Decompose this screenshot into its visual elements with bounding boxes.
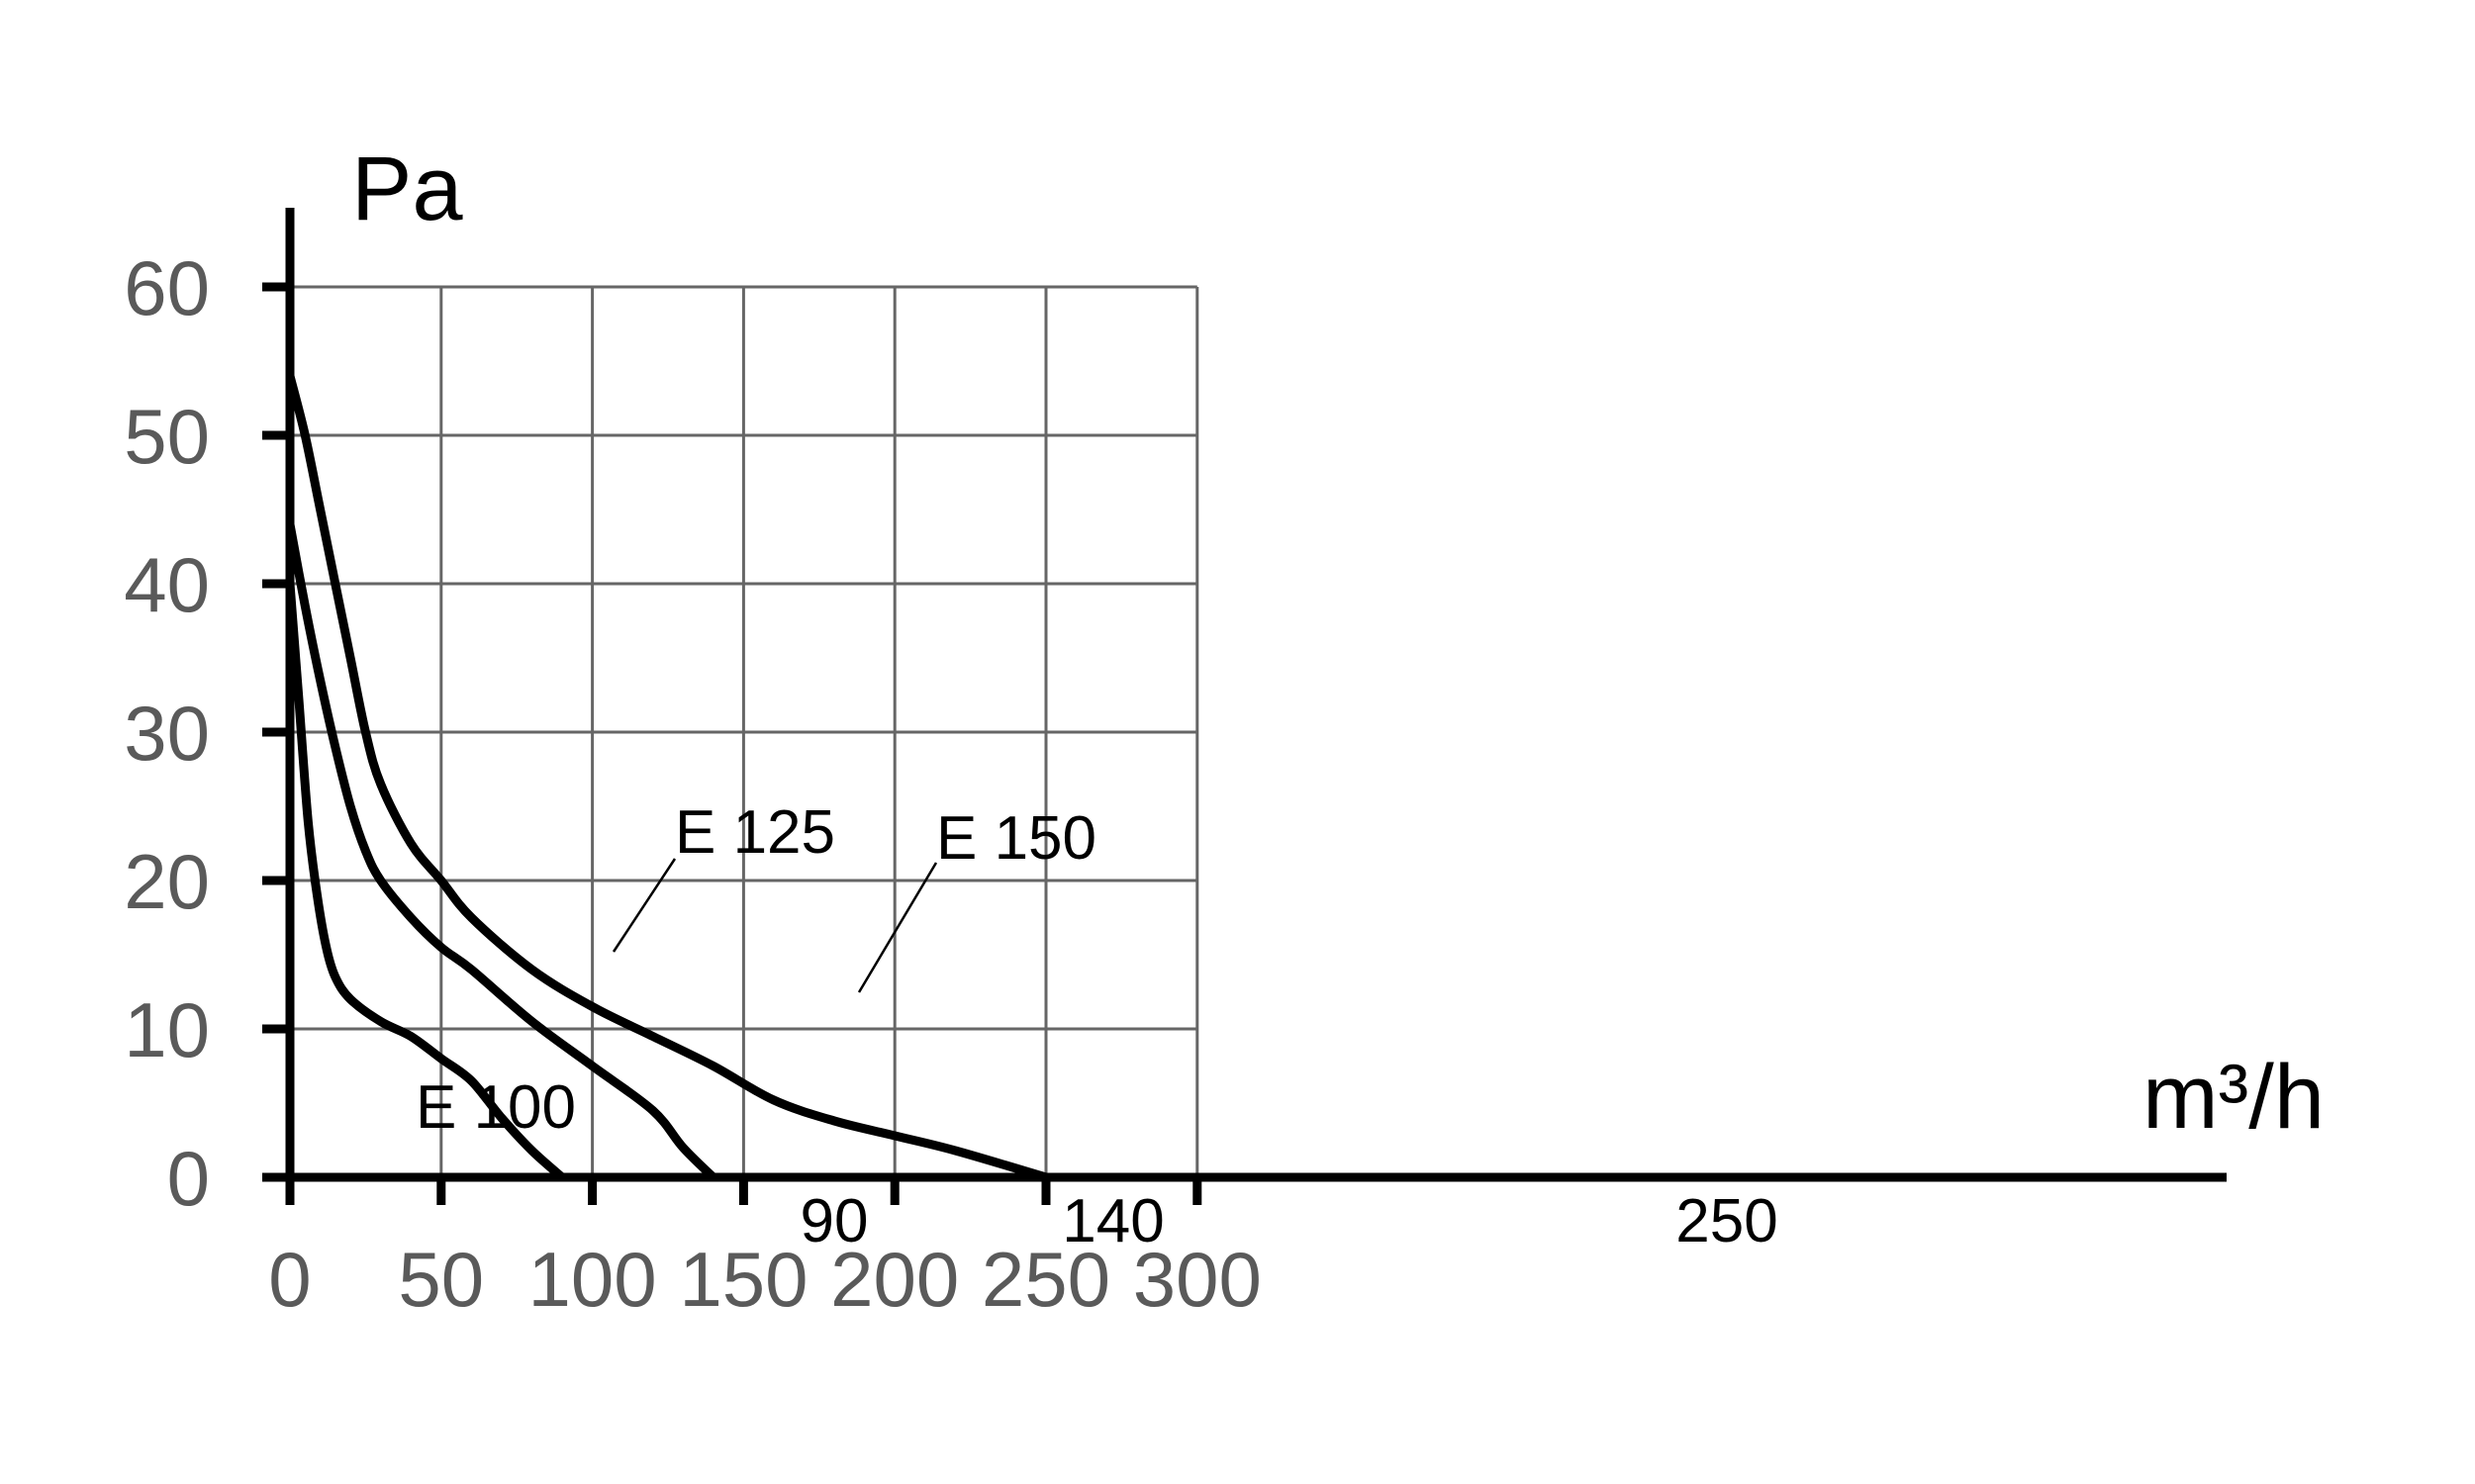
leader-e125 bbox=[612, 858, 677, 953]
x-axis-label: m³/h bbox=[2142, 1047, 2325, 1148]
series-label-e150: E 150 bbox=[936, 804, 1096, 873]
tick-labels: 0 50 100 150 200 250 300 0 10 20 30 40 50 60 bbox=[124, 244, 1262, 1323]
series-line-e125 bbox=[285, 519, 718, 1182]
end-label-e150: 250 bbox=[1675, 1187, 1777, 1255]
x-tick-label-0: 0 bbox=[268, 1236, 311, 1323]
x-tick-label-50: 50 bbox=[398, 1236, 484, 1323]
x-tick-label-150: 150 bbox=[679, 1236, 808, 1323]
y-tick-label-50: 50 bbox=[124, 393, 210, 480]
y-tick-label-30: 30 bbox=[124, 690, 210, 777]
series-line-e150 bbox=[285, 371, 1051, 1182]
y-axis-label: Pa bbox=[351, 139, 463, 239]
series-line-e100 bbox=[285, 579, 567, 1182]
x-tick-label-250: 250 bbox=[982, 1236, 1110, 1323]
y-tick-label-10: 10 bbox=[124, 986, 210, 1073]
y-tick-label-40: 40 bbox=[124, 541, 210, 628]
y-tick-label-20: 20 bbox=[124, 838, 210, 925]
series-label-e125: E 125 bbox=[675, 798, 835, 867]
leader-e150 bbox=[857, 862, 938, 993]
curves bbox=[285, 371, 1051, 1182]
series-label-e100: E 100 bbox=[416, 1073, 576, 1142]
y-tick-label-0: 0 bbox=[167, 1135, 210, 1222]
x-tick-label-200: 200 bbox=[830, 1236, 959, 1323]
x-tick-label-300: 300 bbox=[1133, 1236, 1262, 1323]
x-tick-label-100: 100 bbox=[528, 1236, 657, 1323]
axes bbox=[262, 208, 2227, 1205]
end-label-e125: 140 bbox=[1062, 1187, 1164, 1255]
end-label-e100: 90 bbox=[801, 1187, 869, 1255]
y-tick-label-60: 60 bbox=[124, 244, 210, 331]
leader-lines bbox=[612, 858, 938, 993]
